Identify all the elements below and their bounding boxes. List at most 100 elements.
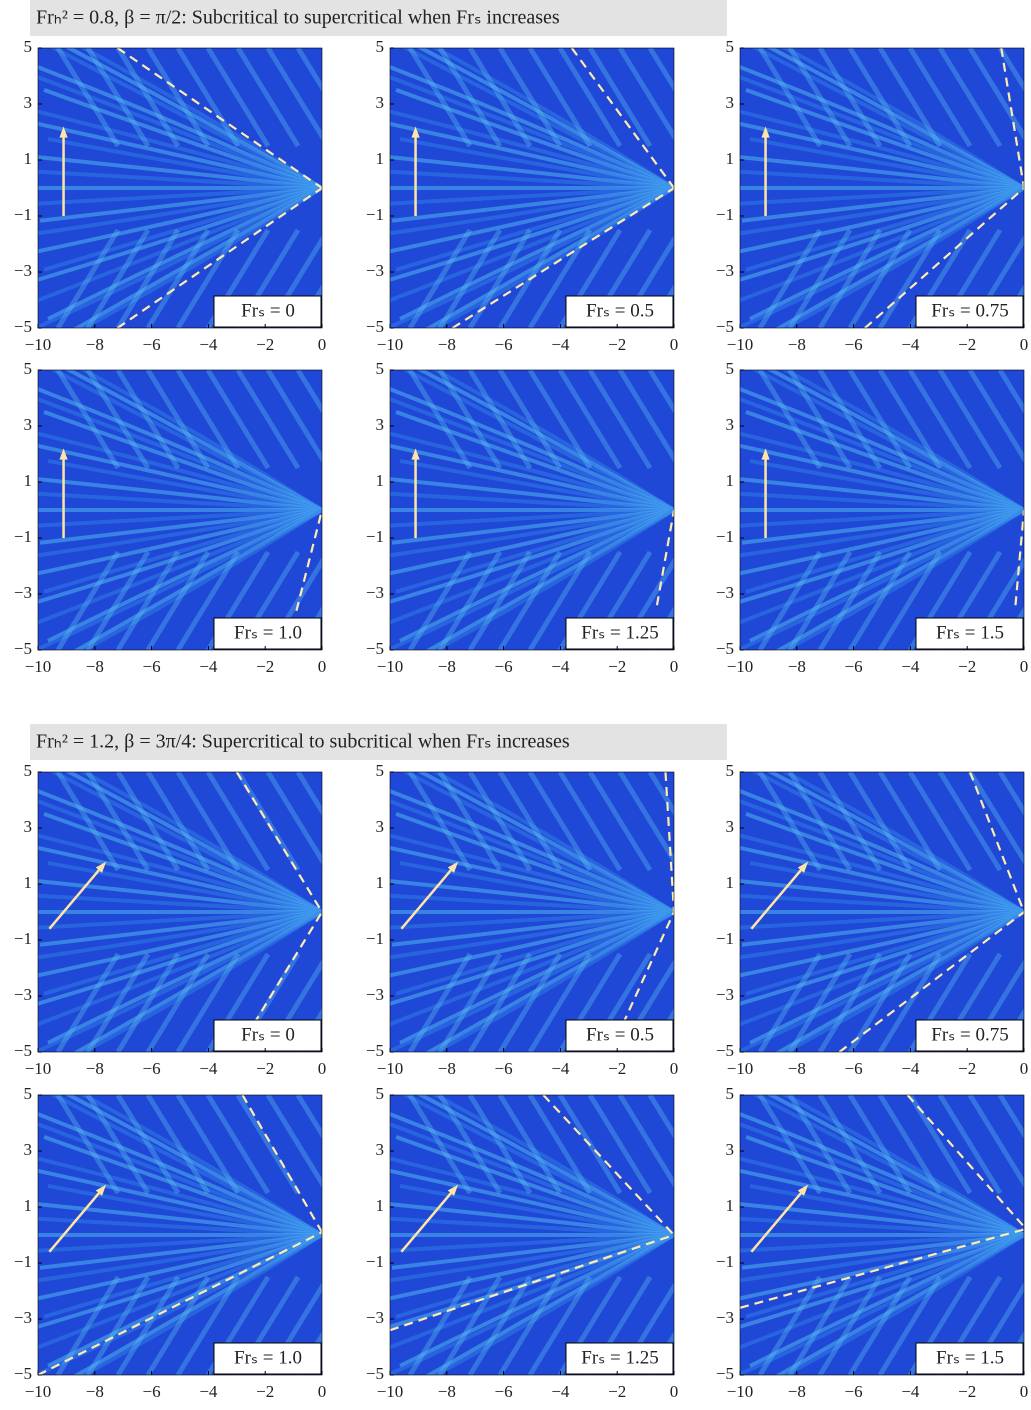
x-tick-label: −6 (143, 335, 161, 354)
y-tick-label: −3 (14, 261, 32, 280)
x-tick-label: −4 (551, 1382, 570, 1401)
y-tick-label: 5 (376, 37, 385, 56)
x-tick-label: −6 (495, 1382, 513, 1401)
panel-label: Frₛ = 1.25 (581, 1347, 658, 1368)
y-tick-label: 3 (376, 817, 385, 836)
figure: Frₕ² = 0.8, β = π/2: Subcritical to supe… (0, 0, 1031, 1410)
y-tick-label: −1 (366, 527, 384, 546)
x-tick-label: 0 (318, 335, 327, 354)
y-tick-label: −3 (14, 1308, 32, 1327)
panel-label: Frₛ = 1.5 (936, 622, 1004, 643)
y-tick-label: 3 (24, 1140, 33, 1159)
x-tick-label: −4 (551, 335, 570, 354)
x-tick-label: −6 (495, 335, 513, 354)
y-tick-label: −5 (14, 1364, 32, 1383)
y-tick-label: −3 (716, 1308, 734, 1327)
x-tick-label: −4 (901, 335, 920, 354)
y-tick-label: 5 (726, 1084, 735, 1103)
y-tick-label: −3 (366, 1308, 384, 1327)
x-tick-label: 0 (1020, 1059, 1029, 1078)
y-tick-label: 1 (24, 1196, 33, 1215)
panel: Frₛ = 1.25−10−8−6−4−20531−1−3−5 (360, 330, 710, 690)
x-tick-label: −10 (377, 1059, 404, 1078)
y-tick-label: −5 (14, 639, 32, 658)
y-tick-label: −1 (716, 929, 734, 948)
panel: Frₛ = 1.5−10−8−6−4−20531−1−3−5 (710, 1055, 1031, 1410)
y-tick-label: 1 (24, 471, 33, 490)
x-tick-label: −8 (86, 657, 104, 676)
panel-label: Frₛ = 0.75 (931, 1024, 1008, 1045)
x-tick-label: −4 (551, 657, 570, 676)
y-tick-label: −5 (716, 1364, 734, 1383)
x-tick-label: −10 (727, 657, 754, 676)
panel-label: Frₛ = 0.5 (586, 300, 654, 321)
panel: Frₛ = 0−10−8−6−4−20531−1−3−5 (8, 732, 358, 1092)
panel: Frₛ = 0.75−10−8−6−4−20531−1−3−5 (710, 8, 1031, 368)
y-tick-label: −1 (716, 1252, 734, 1271)
x-tick-label: −8 (438, 1382, 456, 1401)
y-tick-label: 3 (726, 93, 735, 112)
x-tick-label: −10 (727, 1382, 754, 1401)
y-tick-label: 1 (726, 149, 735, 168)
x-tick-label: −2 (256, 1059, 274, 1078)
y-tick-label: 3 (24, 415, 33, 434)
y-tick-label: 3 (726, 415, 735, 434)
x-tick-label: 0 (1020, 657, 1029, 676)
y-tick-label: −5 (14, 317, 32, 336)
y-tick-label: 1 (726, 873, 735, 892)
y-tick-label: 1 (376, 1196, 385, 1215)
y-tick-label: 1 (24, 873, 33, 892)
y-tick-label: 5 (24, 37, 33, 56)
section-title: Frₕ² = 1.2, β = 3π/4: Supercritical to s… (36, 731, 570, 753)
x-tick-label: 0 (318, 1059, 327, 1078)
y-tick-label: −3 (366, 583, 384, 602)
x-tick-label: −4 (199, 1382, 218, 1401)
y-tick-label: −3 (366, 261, 384, 280)
y-tick-label: −3 (716, 261, 734, 280)
y-tick-label: −1 (14, 929, 32, 948)
y-tick-label: 5 (726, 37, 735, 56)
y-tick-label: 5 (376, 761, 385, 780)
y-tick-label: 5 (24, 761, 33, 780)
panel-label: Frₛ = 0.5 (586, 1024, 654, 1045)
x-tick-label: −4 (901, 657, 920, 676)
panel: Frₛ = 0.75−10−8−6−4−20531−1−3−5 (710, 732, 1031, 1092)
panel: Frₛ = 0−10−8−6−4−20531−1−3−5 (8, 8, 358, 368)
x-tick-label: −4 (901, 1382, 920, 1401)
panel-label: Frₛ = 1.0 (234, 622, 302, 643)
x-tick-label: −6 (143, 1382, 161, 1401)
y-tick-label: 5 (726, 359, 735, 378)
x-tick-label: −6 (143, 657, 161, 676)
y-tick-label: 5 (24, 1084, 33, 1103)
x-tick-label: −6 (845, 1382, 863, 1401)
y-tick-label: −5 (366, 639, 384, 658)
y-tick-label: −5 (716, 1041, 734, 1060)
y-tick-label: −1 (14, 1252, 32, 1271)
x-tick-label: −8 (788, 335, 806, 354)
y-tick-label: −1 (716, 527, 734, 546)
x-tick-label: 0 (1020, 1382, 1029, 1401)
y-tick-label: −5 (716, 639, 734, 658)
y-tick-label: 1 (376, 471, 385, 490)
x-tick-label: 0 (1020, 335, 1029, 354)
x-tick-label: 0 (670, 1059, 679, 1078)
panel-label: Frₛ = 1.25 (581, 622, 658, 643)
y-tick-label: 3 (376, 415, 385, 434)
x-tick-label: −10 (727, 335, 754, 354)
y-tick-label: −5 (716, 317, 734, 336)
x-tick-label: −8 (86, 1059, 104, 1078)
y-tick-label: −1 (366, 1252, 384, 1271)
y-tick-label: 1 (726, 471, 735, 490)
y-tick-label: −5 (366, 1041, 384, 1060)
x-tick-label: −6 (143, 1059, 161, 1078)
y-tick-label: −1 (14, 527, 32, 546)
y-tick-label: −3 (716, 985, 734, 1004)
x-tick-label: −10 (25, 335, 52, 354)
y-tick-label: 5 (24, 359, 33, 378)
x-tick-label: −4 (901, 1059, 920, 1078)
x-tick-label: −10 (727, 1059, 754, 1078)
x-tick-label: −6 (845, 657, 863, 676)
y-tick-label: 5 (376, 359, 385, 378)
x-tick-label: −10 (377, 657, 404, 676)
